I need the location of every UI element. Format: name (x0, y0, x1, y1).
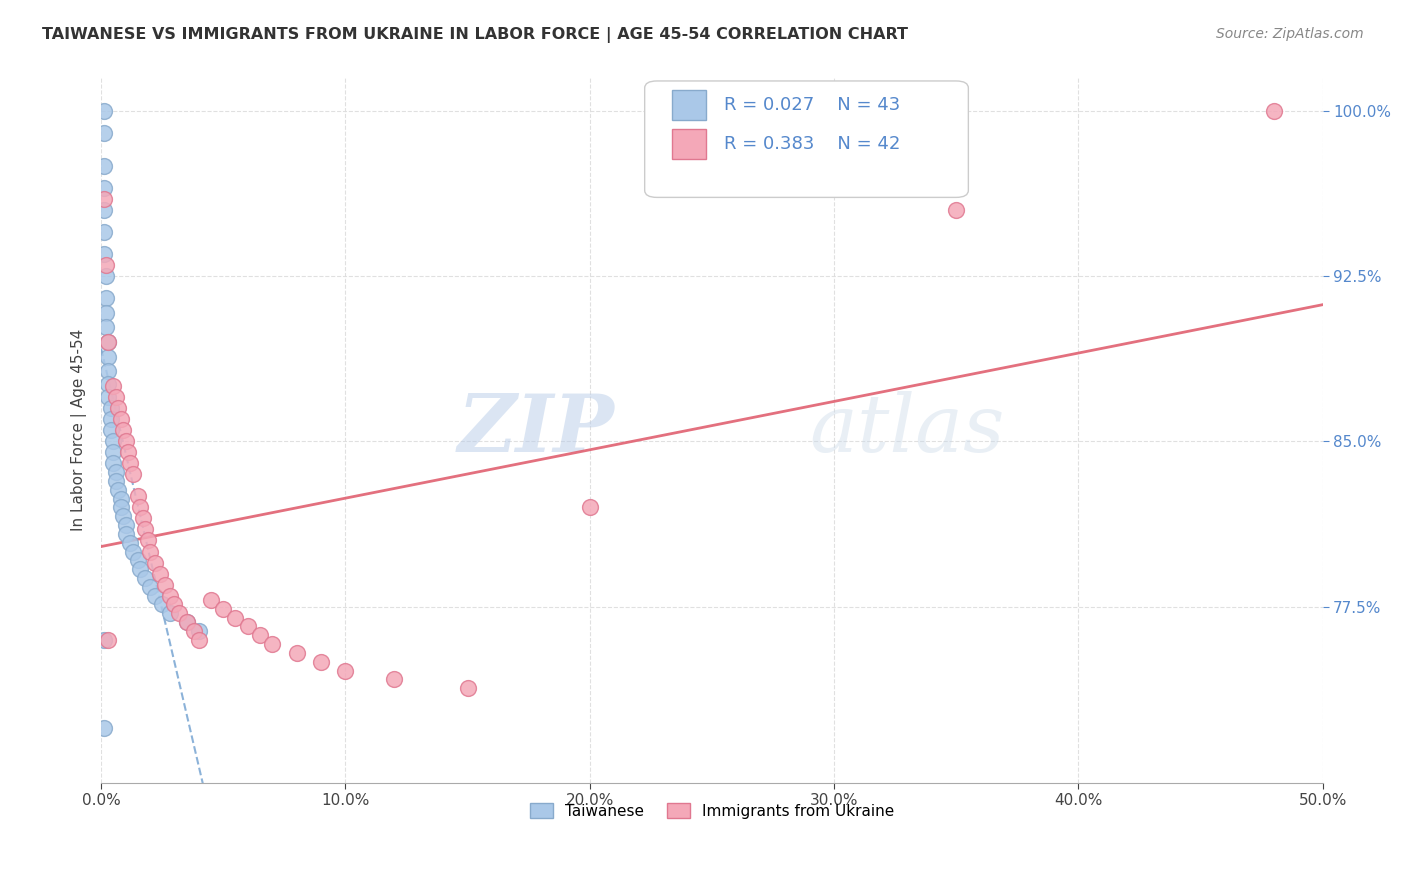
Point (578, 500, 600, 515)
FancyBboxPatch shape (672, 129, 706, 159)
FancyBboxPatch shape (672, 90, 706, 120)
Point (945, 202, 967, 217)
Point (129, 500, 152, 515)
Point (176, 615, 198, 629)
Point (93, 103, 115, 118)
Point (103, 445, 125, 459)
Point (104, 474, 127, 488)
Point (122, 544, 145, 558)
Point (104, 465, 127, 479)
Point (94, 291, 117, 305)
Point (100, 423, 122, 437)
Point (93, 632, 115, 647)
Point (107, 401, 129, 416)
Text: R = 0.027    N = 43: R = 0.027 N = 43 (724, 96, 900, 114)
Text: atlas: atlas (810, 392, 1005, 469)
Point (94, 268, 117, 283)
Point (382, 673, 405, 687)
Y-axis label: In Labor Force | Age 45-54: In Labor Force | Age 45-54 (72, 329, 87, 532)
Point (127, 489, 149, 503)
Point (97, 364, 120, 378)
Point (110, 500, 132, 515)
Point (94, 319, 117, 334)
Point (131, 511, 153, 525)
Point (139, 544, 162, 558)
Point (103, 379, 125, 393)
Point (143, 556, 166, 570)
Point (309, 655, 332, 669)
Point (1263, 103, 1285, 118)
Point (136, 533, 159, 548)
Point (262, 637, 284, 651)
Point (93, 247, 115, 261)
Point (103, 434, 125, 449)
Point (114, 518, 136, 533)
Point (163, 598, 186, 612)
Point (93, 192, 115, 206)
Point (150, 598, 173, 612)
Point (159, 589, 181, 603)
Point (120, 535, 142, 549)
Point (114, 527, 136, 541)
Point (93, 225, 115, 239)
Point (94, 306, 117, 320)
Point (97, 390, 120, 404)
Text: ZIP: ZIP (457, 392, 614, 469)
Point (97, 376, 120, 391)
Point (110, 491, 132, 506)
Point (93, 159, 115, 173)
Point (103, 456, 125, 470)
Text: TAIWANESE VS IMMIGRANTS FROM UKRAINE IN LABOR FORCE | AGE 45-54 CORRELATION CHAR: TAIWANESE VS IMMIGRANTS FROM UKRAINE IN … (42, 27, 908, 43)
Point (183, 624, 205, 638)
Point (97, 334, 120, 349)
Point (104, 390, 127, 404)
Point (187, 624, 209, 638)
Point (129, 562, 152, 576)
Point (249, 628, 271, 642)
Point (127, 553, 149, 567)
Point (107, 483, 129, 497)
Point (200, 593, 222, 607)
Point (457, 681, 479, 696)
Point (176, 615, 198, 629)
Point (100, 401, 122, 416)
Point (93, 202, 115, 217)
Point (93, 721, 115, 735)
Point (139, 580, 162, 594)
Point (117, 445, 139, 459)
Point (114, 434, 136, 449)
Text: R = 0.383    N = 42: R = 0.383 N = 42 (724, 135, 900, 153)
Point (159, 607, 181, 621)
Point (224, 610, 246, 624)
Point (212, 602, 235, 616)
Legend: Taiwanese, Immigrants from Ukraine: Taiwanese, Immigrants from Ukraine (523, 797, 900, 825)
Point (112, 423, 135, 437)
Point (153, 577, 176, 591)
Point (143, 589, 166, 603)
Point (94, 258, 117, 272)
Point (134, 571, 156, 585)
Point (100, 412, 122, 426)
FancyBboxPatch shape (645, 81, 969, 197)
Point (187, 632, 209, 647)
Point (93, 180, 115, 194)
Point (93, 126, 115, 140)
Point (285, 646, 308, 660)
Point (134, 523, 156, 537)
Point (120, 456, 142, 470)
Point (97, 632, 120, 647)
Text: Source: ZipAtlas.com: Source: ZipAtlas.com (1216, 27, 1364, 41)
Point (97, 351, 120, 365)
Point (110, 412, 132, 426)
Point (112, 509, 135, 524)
Point (122, 467, 145, 482)
Point (236, 619, 259, 633)
Point (169, 607, 191, 621)
Point (149, 566, 172, 581)
Point (97, 334, 120, 349)
Point (335, 664, 357, 678)
